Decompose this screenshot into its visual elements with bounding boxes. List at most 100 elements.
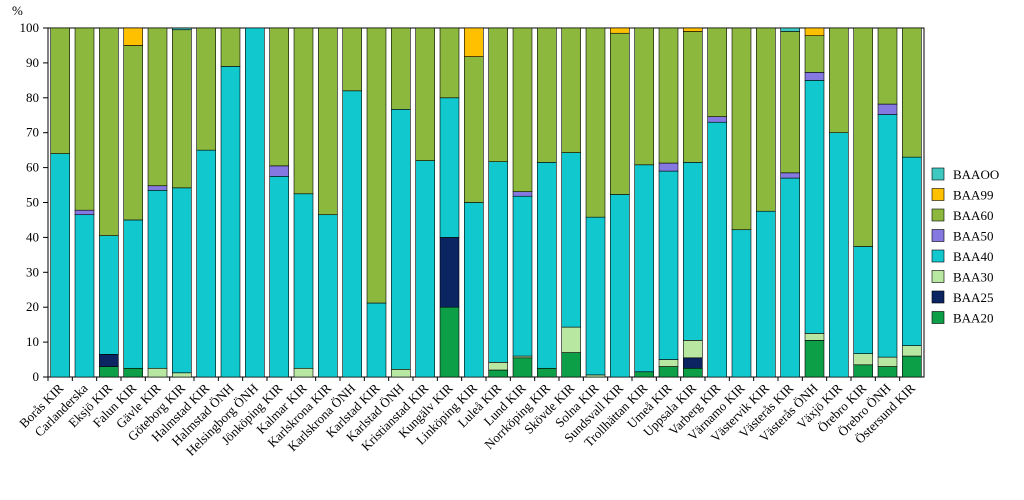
bar-segment-baa40: [366, 302, 387, 378]
bar-segment-baa30: [488, 362, 508, 371]
bar-segment-baa60: [658, 27, 679, 164]
bar-segment-baa20: [877, 366, 898, 378]
bar-segment-baa40: [123, 219, 143, 369]
bar-segment-baa50: [269, 165, 289, 177]
bar-segment-baa60: [147, 27, 168, 187]
bar-segment-baa25: [439, 237, 460, 308]
y-tick-label: 50: [26, 195, 39, 210]
bar-segment-baa50: [707, 116, 727, 123]
bar-segment-baa50: [512, 191, 533, 197]
legend-label-baa20: BAA20: [953, 311, 993, 326]
bar-segment-baa30: [561, 326, 581, 353]
bar-segment-baaoo: [780, 27, 800, 32]
bar-segment-baa30: [902, 345, 922, 357]
bar-segment-baa40: [50, 153, 70, 378]
y-tick-label: 90: [26, 55, 39, 70]
bar-segment-baa99: [610, 27, 630, 34]
bar-segment-baa40: [707, 121, 727, 378]
bar-segment-baa60: [610, 32, 630, 195]
bar-segment-baa60: [707, 27, 727, 117]
bar-segment-baa60: [585, 27, 606, 218]
legend: BAAOO BAA99 BAA60 BAA50 BAA40 BAA30 BAA25 BAA20: [931, 167, 999, 326]
bar-segment-baa40: [853, 246, 873, 354]
bar-segment-baa30: [293, 367, 314, 378]
bar-segment-baa40: [731, 229, 752, 378]
bar-segment-baa60: [391, 27, 411, 110]
bar-segment-baa20: [683, 367, 703, 378]
bar-segment-baa40: [877, 114, 898, 358]
bar-segment-baa60: [877, 27, 898, 105]
bar-segment-baa30: [391, 369, 411, 378]
bar-segment-baa60: [683, 31, 703, 163]
bar-segment-baa40: [585, 216, 606, 376]
bar-segment-baa40: [293, 193, 314, 369]
bar-segment-baa40: [415, 160, 435, 378]
bar-segment-baa50: [658, 162, 679, 172]
y-tick-label: 30: [26, 264, 39, 279]
bar-segment-baa20: [439, 306, 460, 378]
bar-segment-baa40: [147, 189, 168, 369]
legend-swatch-baa40: [931, 249, 945, 263]
y-tick-label: 40: [26, 229, 39, 244]
bar-segment-baa60: [488, 27, 508, 162]
bar-segment-baa30: [147, 367, 168, 378]
bar-segment-baa40: [610, 194, 630, 378]
legend-label-baa50: BAA50: [953, 229, 993, 244]
bar-segment-baa40: [269, 176, 289, 378]
bar-segment-baa60: [780, 31, 800, 174]
bar-segment-baa50: [877, 103, 898, 115]
legend-label-baa60: BAA60: [953, 208, 993, 223]
bar-segment-baa40: [172, 187, 192, 374]
bar-segment-baa40: [537, 162, 557, 369]
bar-segment-baa40: [245, 27, 265, 378]
y-tick-label: 100: [20, 20, 40, 35]
bar-segment-baa30: [804, 333, 825, 341]
legend-swatch-baa60: [931, 208, 945, 222]
bar-segment-baa60: [269, 27, 289, 167]
bars: [50, 27, 922, 378]
bar-segment-baa30: [585, 374, 606, 378]
y-tick-label: 70: [26, 125, 39, 140]
bar-segment-baa30: [877, 356, 898, 367]
bar-segment-baa50: [804, 72, 825, 81]
bar-segment-baa60: [537, 27, 557, 163]
bar-segment-baa60: [196, 27, 216, 151]
bar-segment-baa50: [147, 185, 168, 191]
y-tick-label: 0: [33, 369, 40, 384]
bar-segment-baa20: [658, 366, 679, 378]
bar-segment-baa60: [439, 27, 460, 99]
bar-segment-baa40: [658, 170, 679, 360]
bar-segment-baa25: [99, 354, 119, 367]
axes: 0 10 20 30 40 50 60 70 80 90 100%: [12, 3, 925, 384]
bar-segment-baa60: [756, 27, 776, 212]
bar-segment-baa20: [561, 352, 581, 378]
bar-segment-baa40: [634, 164, 654, 373]
bar-segment-baa60: [293, 27, 314, 195]
legend-label-baa99: BAA99: [953, 188, 993, 203]
bar-segment-baa40: [99, 235, 119, 355]
bar-segment-baa40: [74, 214, 95, 378]
bar-segment-baa40: [342, 90, 362, 378]
bar-segment-baa20: [99, 366, 119, 378]
bar-segment-baa60: [561, 27, 581, 153]
bar-segment-baa30: [683, 340, 703, 359]
bar-segment-baa40: [220, 66, 241, 378]
bar-segment-baa60: [902, 27, 922, 158]
bar-segment-baa60: [342, 27, 362, 92]
bar-segment-baa40: [829, 132, 849, 378]
legend-label-baa25: BAA25: [953, 290, 993, 305]
bar-segment-baa40: [464, 202, 484, 378]
y-tick-label: 80: [26, 90, 39, 105]
bar-segment-baa20: [123, 367, 143, 378]
bar-segment-baa40: [391, 109, 411, 370]
bar-segment-baa20: [853, 364, 873, 378]
y-tick-label: 20: [26, 299, 39, 314]
bar-segment-baa25: [683, 357, 703, 369]
bar-segment-baa20: [537, 367, 557, 378]
bar-segment-baa60: [804, 35, 825, 73]
bar-segment-baa30: [853, 353, 873, 366]
bar-segment-baa20: [634, 371, 654, 378]
